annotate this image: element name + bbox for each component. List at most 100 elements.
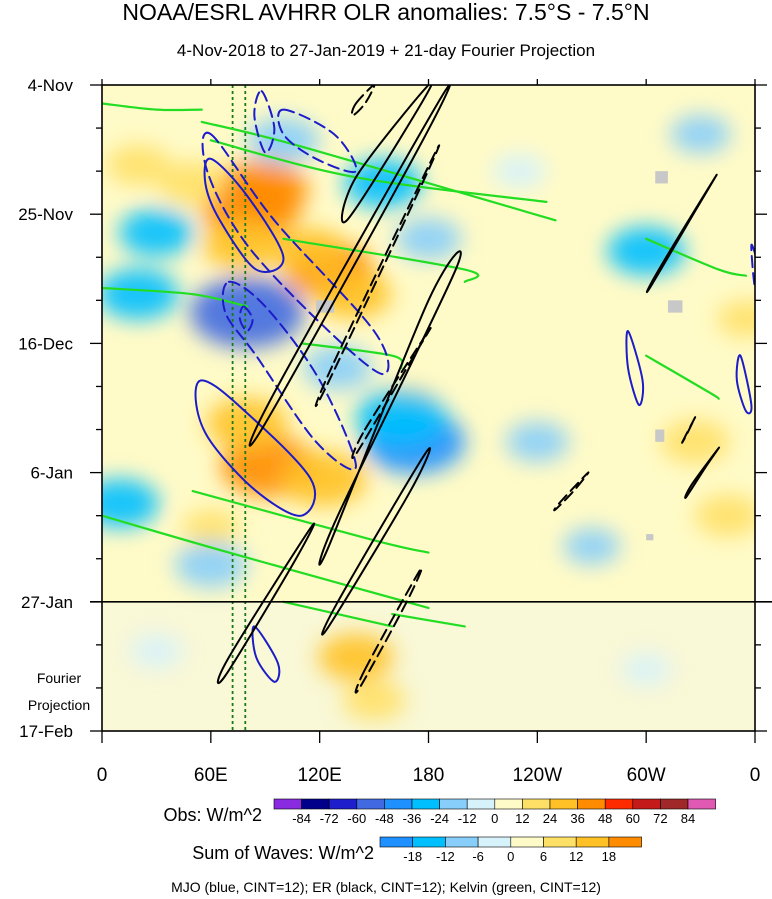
obs-colorbar-swatch-1: [301, 798, 330, 810]
missing-data-box-4: [646, 534, 654, 541]
anomaly-blob-12: [106, 144, 170, 186]
anomaly-blob-13: [694, 494, 755, 537]
obs-colorbar-label-9: 24: [543, 811, 557, 826]
x-tick-label-2: 120E: [297, 765, 341, 786]
wave-colorbar-swatch-0: [379, 836, 414, 848]
anomaly-blob-23: [102, 478, 160, 528]
kelvin-contours: [102, 102, 748, 628]
mjo-contour-2: [201, 131, 390, 376]
obs-colorbar-swatch-8: [494, 798, 523, 810]
obs-colorbar-label-6: -12: [458, 811, 477, 826]
er-contour-7: [314, 144, 441, 408]
anomaly-blob-20: [356, 389, 447, 446]
kelvin-contour-10: [645, 354, 720, 400]
er-contour-0: [340, 85, 433, 224]
er-contour-12: [681, 416, 697, 444]
anomaly-blob-7: [279, 451, 367, 507]
er-contour-4: [216, 522, 316, 685]
kelvin-contour-6: [191, 489, 430, 554]
obs-colorbar-swatch-6: [439, 798, 468, 810]
obs-colorbar-label-8: 12: [515, 811, 529, 826]
obs-colorbar-label-3: -48: [375, 811, 394, 826]
wave-colorbar-swatch-6: [575, 836, 610, 848]
wave-colorbar-swatch-5: [543, 836, 577, 848]
y-tick-label-5: 17-Feb: [19, 722, 73, 741]
er-contours: [216, 85, 721, 694]
obs-colorbar-swatch-15: [687, 798, 716, 810]
wave-colorbar-label-6: 18: [602, 849, 616, 864]
mjo-contour-1: [277, 108, 358, 174]
anomaly-blob-8: [206, 397, 288, 449]
er-contour-8: [351, 327, 432, 459]
kelvin-contour-8: [391, 613, 466, 628]
obs-colorbar-swatch-2: [328, 798, 358, 810]
obs-colorbar-label-11: 48: [598, 811, 612, 826]
obs-colorbar-label-10: 36: [570, 811, 584, 826]
obs-colorbar-label-2: -60: [347, 811, 366, 826]
obs-colorbar-swatch-4: [384, 798, 413, 810]
chart-subtitle: 4-Nov-2018 to 27-Jan-2019 + 21-day Fouri…: [177, 41, 595, 60]
anomaly-blob-34: [622, 653, 671, 686]
anomaly-blob-31: [395, 217, 462, 260]
kelvin-contour-11: [282, 600, 394, 628]
plot-area: 0 60E 120E 180 120W 60W 0 4-Nov 25-Nov 16-Dec 6-Ja…: [18, 76, 772, 786]
mjo-contours: [194, 90, 755, 683]
mjo-contour-8: [625, 330, 645, 406]
wave-colorbar-label-1: -12: [436, 849, 455, 864]
wave-colorbar-label-3: 0: [507, 849, 514, 864]
er-contour-5: [646, 173, 718, 294]
anomaly-blob-29: [505, 421, 569, 462]
mjo-contour-4: [238, 305, 254, 333]
anomaly-blob-35: [492, 153, 547, 189]
obs-colorbar-label-4: -36: [403, 811, 422, 826]
obs-colorbar-swatch-7: [466, 798, 496, 810]
obs-colorbar-label-14: 84: [681, 811, 695, 826]
mjo-contour-5: [203, 157, 285, 273]
obs-colorbar-label-12: 60: [626, 811, 640, 826]
anomaly-blob-26: [607, 226, 686, 276]
anomaly-blob-21: [102, 268, 179, 320]
anomaly-blob-33: [130, 634, 182, 668]
mjo-contour-3: [221, 280, 357, 471]
mjo-contour-6: [194, 379, 316, 517]
wave-colorbar-swatch-2: [445, 836, 479, 848]
mjo-contour-7: [251, 625, 281, 683]
missing-data-box-3: [655, 429, 665, 442]
kelvin-contour-7: [102, 514, 430, 610]
anomaly-blob-30: [670, 115, 731, 154]
x-tick-label-6: 0: [750, 765, 761, 786]
projection-label-line1: Fourier: [37, 670, 82, 686]
anomaly-blob-32: [563, 528, 621, 565]
anomaly-blob-16: [182, 509, 240, 547]
er-contour-2: [318, 250, 462, 566]
er-contour-6: [684, 446, 721, 499]
anomaly-blob-27: [174, 542, 247, 588]
obs-colorbar-label-7: 0: [491, 811, 498, 826]
er-contour-1: [248, 85, 451, 447]
wave-colorbar-swatch-7: [608, 836, 642, 848]
obs-colorbar-swatch-9: [522, 798, 551, 810]
obs-colorbar-swatch-12: [604, 798, 634, 810]
obs-colorbar-swatch-11: [577, 798, 606, 810]
chart-title: NOAA/ESRL AVHRR OLR anomalies: 7.5°S - 7…: [122, 0, 649, 25]
anomaly-blob-5: [274, 228, 347, 274]
anomaly-blob-1: [215, 160, 309, 219]
anomaly-blob-9: [318, 633, 394, 681]
x-tick-label-0: 0: [97, 765, 108, 786]
mjo-contour-9: [735, 354, 753, 415]
x-tick-label-1: 60E: [194, 765, 228, 786]
y-tick-label-4: 27-Jan: [21, 593, 73, 612]
wave-colorbar-label-0: -18: [403, 849, 422, 864]
kelvin-contour-1: [200, 120, 557, 222]
obs-colorbar-label-5: -24: [430, 811, 449, 826]
missing-data: [316, 171, 683, 541]
anomaly-blob-17: [717, 300, 755, 338]
wave-colorbar-swatch-4: [510, 836, 544, 848]
obs-colorbar-label: Obs: W/m^2: [164, 805, 262, 825]
x-tick-label-4: 120W: [513, 765, 563, 786]
wave-colorbar-label: Sum of Waves: W/m^2: [192, 843, 374, 863]
wave-colorbar: Sum of Waves: W/m^2 -18 -12 -6 0 6 12 18: [192, 836, 642, 864]
obs-colorbar-swatch-14: [660, 798, 689, 810]
obs-colorbar-swatch-3: [356, 798, 385, 810]
y-tick-label-0: 4-Nov: [28, 76, 74, 95]
